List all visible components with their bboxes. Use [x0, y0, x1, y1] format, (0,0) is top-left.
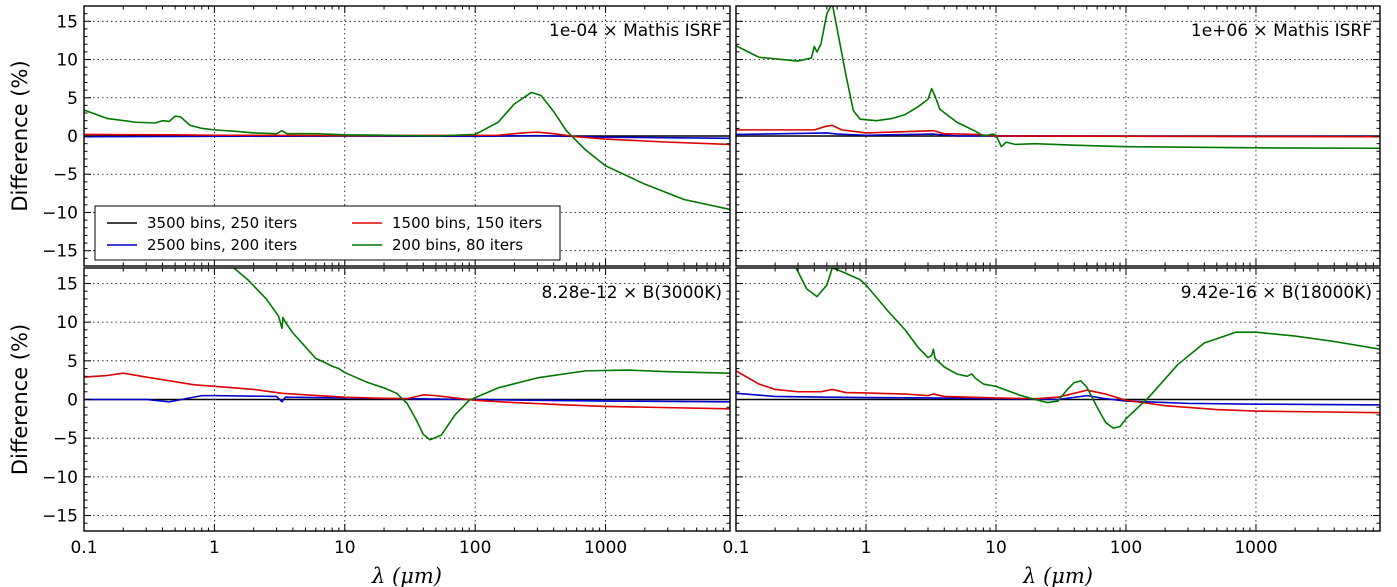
series-line-1500-bins-150-iters — [84, 372, 730, 410]
x-tick-label: 1000 — [1234, 538, 1277, 558]
legend-label: 1500 bins, 150 iters — [392, 214, 542, 232]
panel-label: 1e-04 × Mathis ISRF — [549, 21, 722, 41]
y-tick-label: 5 — [67, 89, 78, 109]
series-line-1500-bins-150-iters — [736, 124, 1380, 138]
x-axis-title: λ (μm) — [1022, 564, 1093, 587]
panel-1: −15 −10 −5 0 5 10 15 Difference (%) 1e-04 × Math… — [8, 5, 731, 267]
series-group — [736, 6, 1380, 150]
y-tick-label: 0 — [67, 391, 78, 411]
y-tick-label: 5 — [67, 352, 78, 372]
panel-3: −15 −10 −5 0 5 10 15 0.1 1 10 100 1000 λ (μm) Differe… — [8, 267, 731, 587]
x-tick-label: 100 — [1110, 538, 1142, 558]
legend-box — [94, 205, 561, 261]
y-tick-label: 15 — [56, 274, 78, 294]
series-line-2500-bins-200-iters — [84, 394, 730, 403]
y-axis-title: Difference (%) — [8, 60, 32, 211]
y-tick-label: −5 — [53, 429, 78, 449]
series-group — [84, 91, 730, 211]
y-axis-title: Difference (%) — [8, 324, 32, 475]
x-tick-label: 1 — [861, 538, 872, 558]
legend-label: 3500 bins, 250 iters — [147, 214, 297, 232]
x-tick-label: 0.1 — [722, 538, 749, 558]
panel-label: 8.28e-12 × B(3000K) — [542, 283, 722, 303]
series-line-200-bins-80-iters — [232, 268, 730, 441]
panel-label: 9.42e-16 × B(18000K) — [1181, 283, 1372, 303]
x-tick-label: 10 — [334, 538, 356, 558]
y-tick-label: −15 — [42, 242, 78, 262]
panel-4: 0.1 1 10 100 1000 λ (μm) 9.42e-16 × B(18000K) — [722, 267, 1381, 587]
panel-label: 1e+06 × Mathis ISRF — [1191, 21, 1372, 41]
y-tick-label: 0 — [67, 127, 78, 147]
series-line-2500-bins-200-iters — [736, 392, 1380, 406]
y-tick-label: 10 — [56, 51, 78, 71]
x-tick-label: 1000 — [584, 538, 627, 558]
series-line-200-bins-80-iters — [736, 6, 1380, 150]
x-axis-title: λ (μm) — [371, 564, 442, 587]
x-tick-label: 1 — [209, 538, 220, 558]
y-tick-label: 10 — [56, 313, 78, 333]
series-line-2500-bins-200-iters — [84, 134, 730, 140]
x-tick-label: 10 — [985, 538, 1007, 558]
series-line-200-bins-80-iters — [795, 268, 1380, 429]
legend-label: 2500 bins, 200 iters — [147, 236, 297, 254]
series-line-200-bins-80-iters — [84, 91, 730, 211]
series-group — [84, 268, 730, 441]
y-tick-label: −10 — [42, 468, 78, 488]
y-tick-label: −10 — [42, 203, 78, 223]
y-tick-label: 15 — [56, 12, 78, 32]
series-line-1500-bins-150-iters — [736, 370, 1380, 414]
y-tick-label: −15 — [42, 507, 78, 527]
x-tick-label: 100 — [459, 538, 491, 558]
series-line-1500-bins-150-iters — [84, 131, 730, 146]
x-tick-label: 0.1 — [70, 538, 97, 558]
legend-label: 200 bins, 80 iters — [392, 236, 523, 254]
series-group — [736, 268, 1380, 429]
panel-2: 1e+06 × Mathis ISRF — [735, 5, 1381, 267]
legend: 3500 bins, 250 iters 1500 bins, 150 iters… — [94, 205, 561, 261]
y-tick-label: −5 — [53, 165, 78, 185]
